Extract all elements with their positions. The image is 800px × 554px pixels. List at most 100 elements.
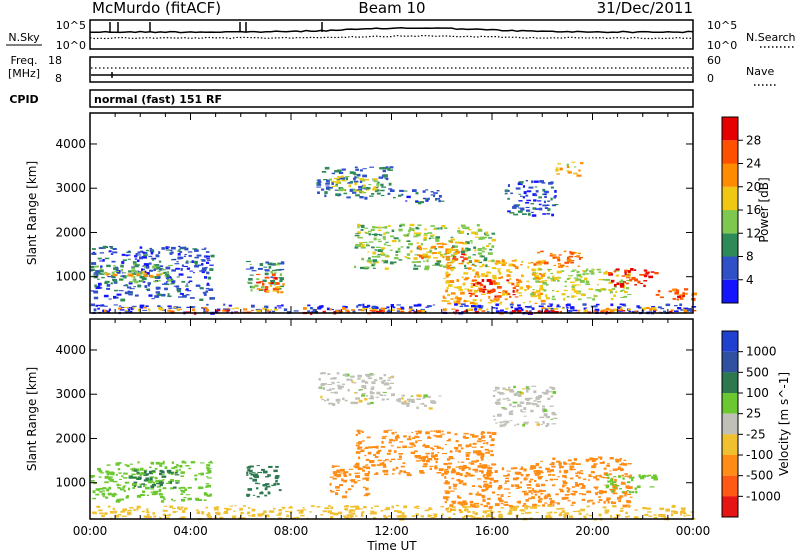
- heatmap-cell: [147, 282, 151, 285]
- heatmap-cell: [512, 477, 518, 481]
- heatmap-cell: [643, 280, 648, 282]
- heatmap-cell: [186, 306, 192, 308]
- heatmap-cell: [180, 475, 184, 477]
- heatmap-cell: [358, 468, 363, 470]
- heatmap-cell: [341, 168, 346, 171]
- heatmap-cell: [526, 398, 531, 400]
- heatmap-cell: [536, 472, 541, 474]
- heatmap-cell: [121, 515, 127, 517]
- heatmap-cell: [400, 311, 405, 313]
- heatmap-cell: [159, 496, 164, 499]
- heatmap-cell: [508, 386, 511, 389]
- heatmap-cell: [484, 257, 488, 260]
- heatmap-cell: [224, 511, 229, 514]
- heatmap-cell: [183, 265, 188, 267]
- heatmap-cell: [389, 189, 395, 192]
- heatmap-cell: [621, 275, 626, 277]
- heatmap-cell: [423, 404, 428, 407]
- heatmap-cell: [545, 294, 548, 298]
- heatmap-cell: [130, 306, 134, 310]
- heatmap-cell: [462, 500, 467, 504]
- heatmap-cell: [498, 271, 502, 275]
- heatmap-cell: [340, 177, 345, 180]
- heatmap-cell: [358, 188, 363, 191]
- velocity-y-axis-label: Slant Range [km]: [25, 367, 39, 471]
- heatmap-cell: [680, 297, 684, 300]
- heatmap-cell: [434, 262, 440, 266]
- heatmap-cell: [552, 296, 555, 298]
- heatmap-cell: [345, 490, 348, 494]
- heatmap-cell: [589, 270, 594, 273]
- heatmap-cell: [468, 492, 473, 495]
- heatmap-cell: [621, 289, 625, 291]
- heatmap-cell: [330, 377, 335, 380]
- heatmap-cell: [464, 264, 467, 268]
- heatmap-cell: [183, 490, 186, 494]
- heatmap-cell: [342, 189, 346, 191]
- heatmap-cell: [473, 231, 478, 233]
- heatmap-cell: [396, 398, 401, 402]
- heatmap-cell: [375, 310, 379, 313]
- heatmap-cell: [206, 271, 210, 275]
- heatmap-cell: [172, 306, 177, 309]
- heatmap-cell: [282, 507, 285, 510]
- heatmap-cell: [514, 471, 520, 475]
- heatmap-cell: [507, 473, 510, 477]
- heatmap-cell: [459, 305, 464, 308]
- heatmap-cell: [550, 197, 553, 201]
- heatmap-cell: [517, 292, 523, 294]
- heatmap-cell: [610, 279, 615, 283]
- heatmap-cell: [539, 281, 542, 283]
- heatmap-cell: [460, 224, 466, 227]
- heatmap-cell: [483, 483, 489, 487]
- heatmap-cell: [446, 458, 451, 461]
- heatmap-cell: [322, 310, 326, 313]
- heatmap-cell: [538, 263, 542, 266]
- heatmap-cell: [492, 288, 495, 290]
- heatmap-cell: [626, 280, 630, 281]
- heatmap-cell: [610, 478, 614, 482]
- heatmap-cell: [568, 255, 574, 258]
- heatmap-cell: [499, 301, 503, 304]
- heatmap-cell: [369, 307, 373, 310]
- heatmap-cell: [538, 466, 542, 469]
- heatmap-cell: [504, 482, 507, 484]
- heatmap-cell: [364, 227, 369, 229]
- heatmap-cell: [445, 255, 451, 258]
- heatmap-cell: [94, 265, 99, 268]
- heatmap-cell: [585, 458, 590, 462]
- heatmap-cell: [488, 295, 491, 299]
- heatmap-cell: [497, 413, 502, 417]
- nave-tick-top: 60: [707, 54, 721, 67]
- heatmap-cell: [558, 265, 564, 268]
- heatmap-cell: [158, 251, 161, 254]
- heatmap-cell: [586, 297, 592, 299]
- heatmap-cell: [418, 457, 423, 460]
- heatmap-cell: [481, 440, 486, 442]
- heatmap-cell: [405, 402, 410, 405]
- heatmap-cell: [167, 305, 172, 308]
- heatmap-cell: [599, 462, 605, 464]
- heatmap-cell: [527, 212, 531, 216]
- heatmap-cell: [168, 264, 174, 267]
- heatmap-cell: [543, 272, 546, 275]
- heatmap-cell: [439, 264, 443, 267]
- heatmap-cell: [141, 270, 145, 274]
- heatmap-cell: [420, 459, 426, 461]
- heatmap-cell: [350, 515, 353, 518]
- heatmap-cell: [448, 438, 451, 442]
- heatmap-cell: [441, 243, 445, 246]
- heatmap-cell: [257, 471, 262, 474]
- heatmap-cell: [169, 472, 174, 474]
- heatmap-cell: [148, 481, 153, 484]
- heatmap-cell: [449, 504, 454, 507]
- heatmap-cell: [368, 257, 371, 260]
- heatmap-cell: [447, 302, 452, 305]
- heatmap-cell: [570, 504, 574, 506]
- heatmap-cell: [262, 307, 266, 310]
- heatmap-cell: [175, 469, 179, 473]
- heatmap-cell: [424, 445, 430, 448]
- heatmap-cell: [492, 307, 496, 309]
- heatmap-cell: [541, 280, 545, 284]
- heatmap-cell: [620, 290, 623, 292]
